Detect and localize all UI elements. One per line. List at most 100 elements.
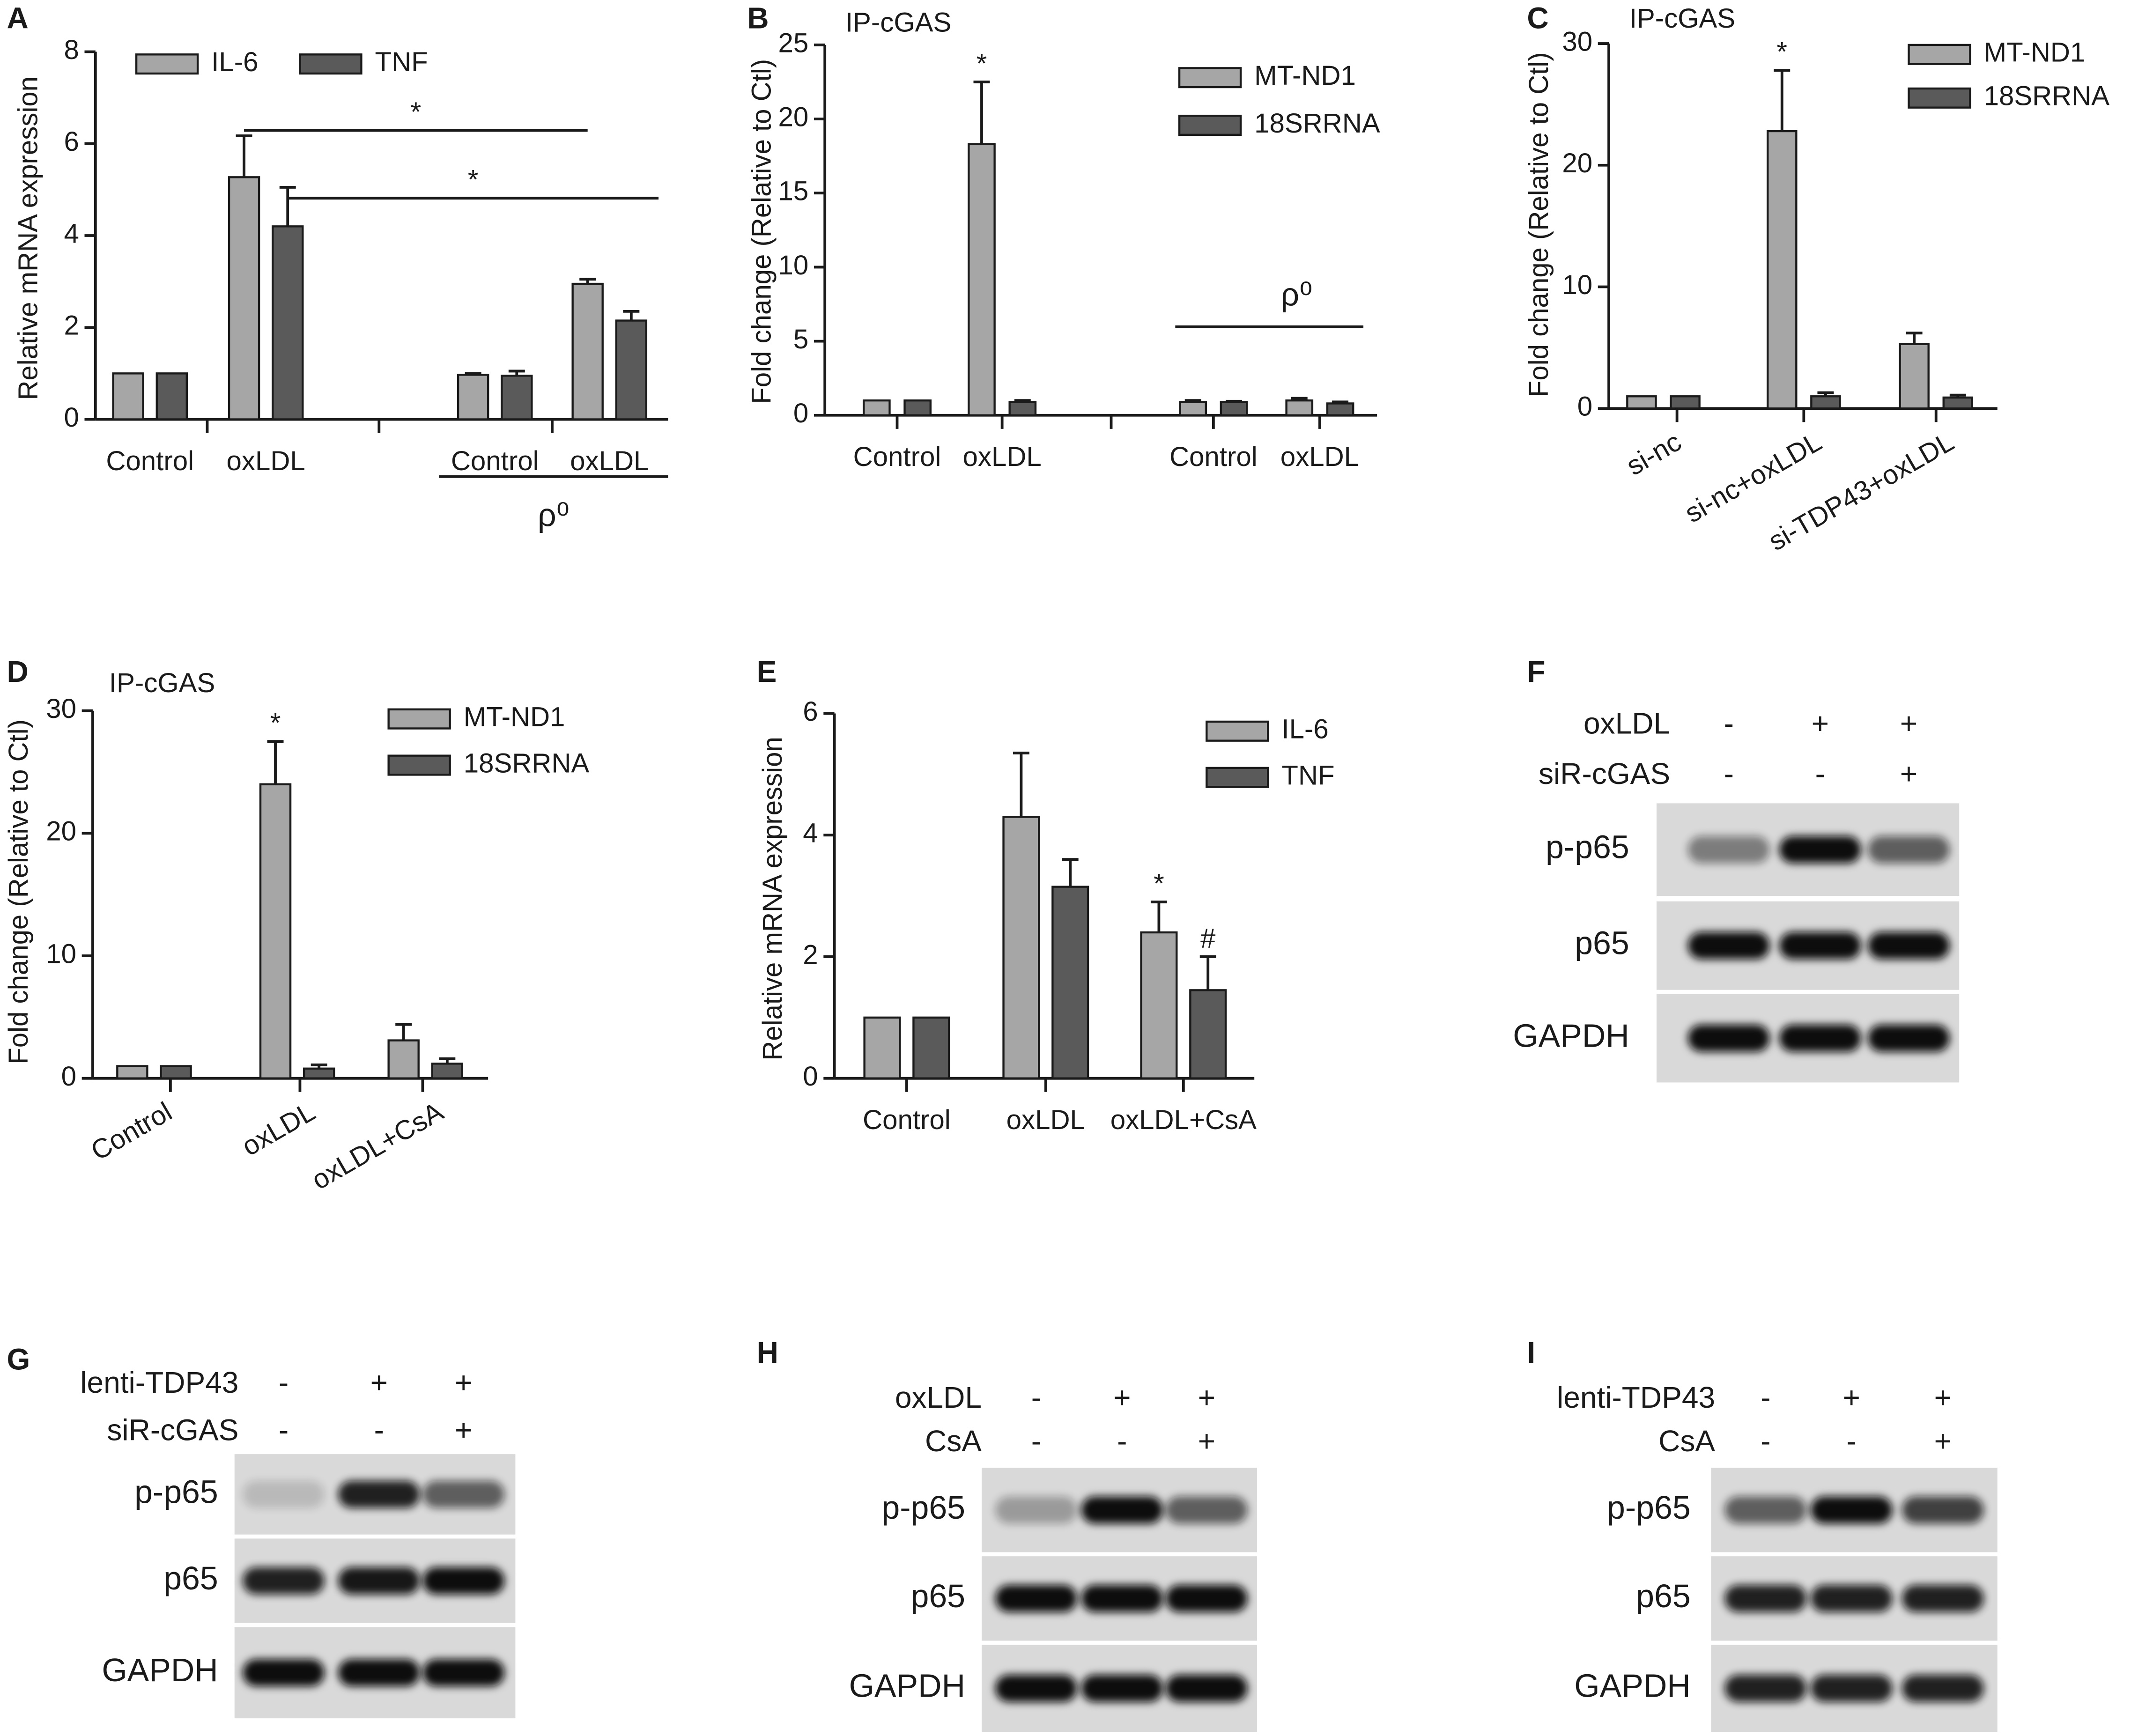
- x-tick-label: si-nc: [1621, 426, 1687, 481]
- bar: [1002, 816, 1040, 1079]
- panel-letter: D: [7, 655, 29, 688]
- x-tick-label: oxLDL: [570, 446, 649, 476]
- y-tick-label: 0: [64, 402, 79, 433]
- error-bar: [579, 278, 596, 284]
- y-axis-label: Fold change (Relative to Ctl): [747, 59, 777, 404]
- bar: [112, 372, 144, 421]
- y-tick-label: 10: [46, 938, 76, 969]
- blot-band: [1779, 1024, 1861, 1052]
- condition-sign: +: [1900, 707, 1917, 740]
- x-tick-label: oxLDL: [1006, 1105, 1085, 1135]
- panel-letter: F: [1527, 655, 1545, 688]
- x-tick-label: Control: [1169, 442, 1258, 472]
- panel-title: IP-cGAS: [109, 668, 215, 698]
- x-tick-label: oxLDL+CsA: [1110, 1105, 1257, 1135]
- blot-band: [1810, 1675, 1893, 1702]
- error-bar: [465, 372, 481, 375]
- bar: [272, 225, 304, 421]
- bar: [1220, 401, 1248, 416]
- blot-band: [243, 1480, 325, 1508]
- blot-band: [1868, 932, 1950, 960]
- error-bar: [1184, 399, 1201, 402]
- bar: [912, 1016, 950, 1079]
- bar: [1179, 401, 1207, 416]
- error-bar: [1013, 752, 1029, 817]
- bar: [160, 1065, 192, 1079]
- condition-label: oxLDL: [895, 1381, 982, 1414]
- blot-band: [1687, 1024, 1770, 1052]
- bar: [1189, 989, 1227, 1079]
- y-axis-label: Fold change (Relative to Ctl): [1524, 52, 1554, 397]
- error-bar: [236, 134, 252, 177]
- x-tick-label: Control: [863, 1105, 951, 1135]
- significance-marker: *: [270, 708, 281, 739]
- blot-row-label: p65: [910, 1578, 965, 1614]
- condition-sign: +: [1934, 1381, 1952, 1414]
- x-tick-label: Control: [451, 446, 539, 476]
- condition-sign: +: [455, 1366, 472, 1399]
- error-bar: [1062, 858, 1079, 887]
- panel-letter: G: [7, 1342, 30, 1376]
- error-bar: [1817, 391, 1834, 397]
- condition-sign: +: [1900, 757, 1917, 790]
- y-axis-label: Relative mRNA expression: [757, 737, 788, 1060]
- legend-label: 18SRRNA: [1984, 81, 2110, 111]
- condition-sign: +: [1198, 1381, 1215, 1414]
- condition-label: CsA: [925, 1424, 982, 1458]
- blot-band: [1724, 1675, 1807, 1702]
- bar: [387, 1039, 420, 1079]
- bar: [303, 1067, 335, 1079]
- bar: [1140, 931, 1178, 1079]
- legend-swatch: [1178, 114, 1242, 136]
- bar: [1899, 343, 1930, 410]
- blot-band: [1165, 1675, 1248, 1702]
- blot-row-label: GAPDH: [849, 1668, 965, 1704]
- bar: [1285, 399, 1314, 416]
- error-bar: [1226, 399, 1242, 403]
- legend-swatch: [1908, 44, 1971, 65]
- condition-sign: +: [1843, 1381, 1860, 1414]
- y-tick-label: 6: [803, 696, 818, 727]
- blot-row-label: GAPDH: [1574, 1668, 1690, 1704]
- blot-band: [1081, 1496, 1163, 1524]
- x-tick-label: Control: [106, 446, 194, 476]
- error-bar: [1014, 399, 1031, 402]
- panel-title: IP-cGAS: [845, 7, 951, 38]
- error-bar: [311, 1064, 327, 1069]
- bar: [863, 1016, 901, 1079]
- blot-band: [338, 1567, 420, 1595]
- comparison-label: *: [411, 97, 422, 127]
- blot-band: [1902, 1496, 1984, 1524]
- group-label: ρ⁰: [1281, 276, 1313, 312]
- bar: [571, 282, 604, 421]
- significance-marker: *: [1776, 37, 1787, 67]
- condition-sign: -: [374, 1413, 384, 1447]
- bar: [1326, 402, 1354, 416]
- error-bar: [1949, 393, 1966, 398]
- blot-band: [1165, 1585, 1248, 1612]
- panel-letter: A: [7, 1, 29, 35]
- blot-band: [1724, 1585, 1807, 1612]
- y-tick-label: 15: [778, 176, 809, 207]
- bar: [155, 372, 188, 421]
- condition-sign: -: [1031, 1381, 1041, 1414]
- condition-label: siR-cGAS: [107, 1413, 238, 1447]
- condition-sign: +: [370, 1366, 388, 1399]
- blot-band: [243, 1567, 325, 1595]
- error-bar: [623, 310, 640, 321]
- panel-letter: I: [1527, 1336, 1535, 1369]
- condition-sign: -: [279, 1366, 289, 1399]
- y-tick-label: 8: [64, 35, 79, 65]
- error-bar: [1150, 901, 1167, 933]
- blot-band: [1687, 836, 1770, 864]
- x-tick-label: Control: [86, 1096, 177, 1167]
- x-tick-label: oxLDL: [1280, 442, 1359, 472]
- bar: [116, 1065, 148, 1079]
- y-tick-label: 2: [64, 310, 79, 341]
- legend-swatch: [1206, 767, 1269, 788]
- y-tick-label: 6: [64, 126, 79, 157]
- panel-title: IP-cGAS: [1629, 3, 1735, 34]
- blot-row-label: GAPDH: [1513, 1017, 1629, 1054]
- y-tick-label: 10: [1562, 270, 1592, 300]
- blot-row-label: p-p65: [1607, 1489, 1691, 1526]
